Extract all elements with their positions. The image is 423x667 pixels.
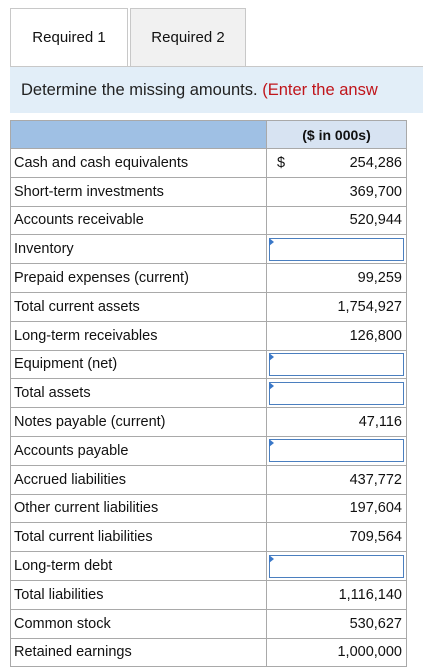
value-text: 520,944 — [349, 212, 402, 229]
answer-input[interactable] — [269, 554, 404, 578]
instruction-hint: (Enter the answ — [262, 81, 378, 99]
tab-required-1[interactable]: Required 1 — [10, 8, 128, 68]
row-label: Total current assets — [10, 291, 267, 322]
table-row: Short-term investments 369,700 — [10, 176, 407, 207]
input-marker-icon — [269, 439, 274, 448]
table-row: Notes payable (current) 47,116 — [10, 407, 407, 437]
value-cell: 99,259 — [266, 263, 407, 293]
row-label: Short-term investments — [10, 176, 267, 207]
answer-cell — [266, 349, 407, 380]
table-row: Accounts payable — [10, 435, 407, 466]
value-text: 709,564 — [349, 529, 402, 546]
value-cell: 47,116 — [266, 407, 407, 437]
table-row: Total liabilities 1,116,140 — [10, 579, 407, 610]
value-cell: 709,564 — [266, 522, 407, 553]
table-row: Other current liabilities 197,604 — [10, 493, 407, 524]
balance-sheet-table: ($ in 000s) Cash and cash equivalents $25… — [10, 120, 407, 667]
instruction-text: Determine the missing amounts. — [21, 81, 258, 99]
answer-input[interactable] — [269, 381, 404, 405]
value-cell: 1,000,000 — [266, 637, 407, 667]
row-label: Long-term debt — [10, 551, 267, 581]
row-label: Inventory — [10, 234, 267, 265]
currency-symbol: $ — [277, 154, 286, 171]
answer-cell — [266, 234, 407, 265]
row-label: Cash and cash equivalents — [10, 148, 267, 178]
table-row: Long-term debt — [10, 551, 407, 581]
value-text: 1,116,140 — [338, 586, 402, 603]
value-text: 47,116 — [358, 414, 402, 431]
answer-input[interactable] — [269, 237, 404, 261]
table-row: Accounts receivable 520,944 — [10, 205, 407, 236]
table-row: Total current assets 1,754,927 — [10, 291, 407, 322]
answer-input[interactable] — [269, 439, 404, 463]
row-label: Prepaid expenses (current) — [10, 263, 267, 293]
column-header: ($ in 000s) — [266, 120, 407, 149]
table-row: Total assets — [10, 378, 407, 409]
value-cell: $254,286 — [266, 148, 407, 178]
answer-cell — [266, 435, 407, 466]
row-label: Notes payable (current) — [10, 407, 267, 437]
value-text: 1,754,927 — [337, 298, 402, 315]
row-label: Equipment (net) — [10, 349, 267, 380]
value-cell: 1,116,140 — [266, 579, 407, 610]
tab-required-2[interactable]: Required 2 — [130, 8, 246, 67]
value-cell: 1,754,927 — [266, 291, 407, 322]
input-marker-icon — [269, 381, 274, 390]
row-label: Total liabilities — [10, 579, 267, 610]
table-row: Accrued liabilities 437,772 — [10, 464, 407, 495]
input-marker-icon — [269, 554, 274, 563]
table-row: Equipment (net) — [10, 349, 407, 380]
table-row: Inventory — [10, 234, 407, 265]
input-marker-icon — [269, 352, 274, 361]
value-cell: 530,627 — [266, 608, 407, 639]
header-label-cell — [10, 120, 267, 149]
table-row: Retained earnings 1,000,000 — [10, 637, 407, 667]
input-marker-icon — [269, 237, 274, 246]
instruction-banner: Determine the missing amounts. (Enter th… — [10, 66, 423, 113]
table-row: Cash and cash equivalents $254,286 — [10, 148, 407, 178]
table-row: Total current liabilities 709,564 — [10, 522, 407, 553]
value-text: 126,800 — [349, 327, 402, 344]
table-row: Long-term receivables 126,800 — [10, 320, 407, 351]
value-text: 1,000,000 — [337, 644, 402, 661]
value-cell: 369,700 — [266, 176, 407, 207]
row-label: Other current liabilities — [10, 493, 267, 524]
table-row: Common stock 530,627 — [10, 608, 407, 639]
value-text: 530,627 — [349, 615, 402, 632]
value-text: 197,604 — [349, 500, 402, 517]
row-label: Retained earnings — [10, 637, 267, 667]
value-cell: 126,800 — [266, 320, 407, 351]
row-label: Accounts receivable — [10, 205, 267, 236]
table-header-row: ($ in 000s) — [10, 120, 407, 149]
row-label: Accrued liabilities — [10, 464, 267, 495]
answer-cell — [266, 551, 407, 581]
value-text: 369,700 — [349, 183, 402, 200]
value-cell: 197,604 — [266, 493, 407, 524]
value-text: 254,286 — [349, 154, 402, 171]
table-row: Prepaid expenses (current) 99,259 — [10, 263, 407, 293]
row-label: Long-term receivables — [10, 320, 267, 351]
value-cell: 520,944 — [266, 205, 407, 236]
value-cell: 437,772 — [266, 464, 407, 495]
answer-cell — [266, 378, 407, 409]
row-label: Total current liabilities — [10, 522, 267, 553]
answer-input[interactable] — [269, 352, 404, 376]
row-label: Total assets — [10, 378, 267, 409]
value-text: 99,259 — [357, 270, 402, 287]
value-text: 437,772 — [349, 471, 402, 488]
row-label: Accounts payable — [10, 435, 267, 466]
row-label: Common stock — [10, 608, 267, 639]
